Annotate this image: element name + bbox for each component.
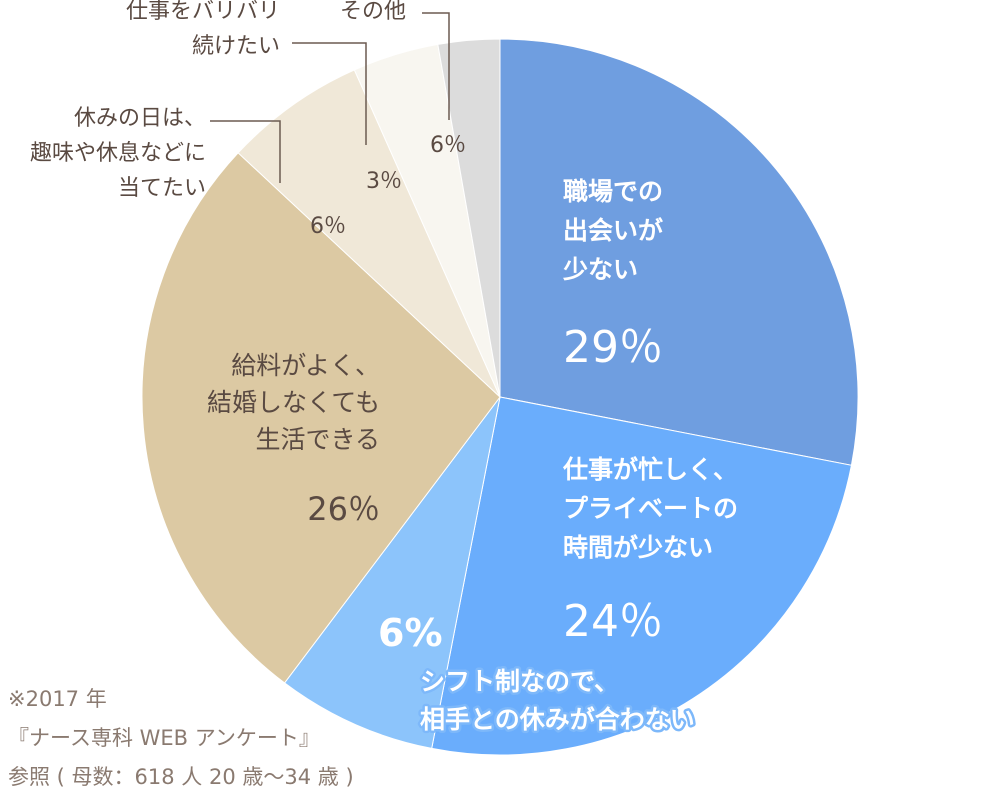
pie-slice-1: [499, 38, 859, 466]
pie-slice-4: [141, 152, 501, 684]
slice-4-label: 給料がよく、結婚しなくても生活できる: [207, 351, 380, 454]
slice-3-value: 6%: [378, 611, 443, 655]
source-year: ※2017 年: [8, 687, 107, 711]
slice-3-label: シフト制なので、相手との休みが合わない: [420, 667, 695, 734]
slice-7-value: 6％: [430, 133, 466, 158]
slice-6-label: 仕事をバリバリ続けたい: [126, 0, 280, 59]
source-sample: 参照 ( 母数：618 人 20 歳〜34 歳 ): [8, 765, 354, 789]
leader-line-3: [422, 12, 450, 120]
slice-1-value: 29％: [563, 322, 663, 373]
slice-2-value: 24％: [563, 596, 663, 647]
pie-slice-7: [437, 38, 501, 398]
leader-line-1: [210, 120, 281, 183]
slice-2-label: 仕事が忙しく、プライベートの時間が少ない: [562, 455, 738, 562]
source-survey: 『ナース専科 WEB アンケート』: [8, 726, 320, 750]
pie-slice-5: [237, 69, 501, 398]
pie-slice-2: [431, 396, 853, 756]
slice-4-value: 26％: [307, 490, 380, 528]
source-note: ※2017 年 『ナース専科 WEB アンケート』 参照 ( 母数：618 人 …: [8, 680, 354, 797]
slice-6-value: 3％: [366, 169, 402, 194]
slice-5-value: 6％: [310, 214, 346, 239]
slice-7-label: その他: [340, 0, 406, 24]
leader-line-2: [292, 42, 367, 145]
pie-slice-3: [283, 396, 501, 750]
slice-1-label: 職場での出会いが少ない: [562, 177, 663, 284]
slice-5-label: 休みの日は、趣味や休息などに当てたい: [30, 106, 206, 201]
